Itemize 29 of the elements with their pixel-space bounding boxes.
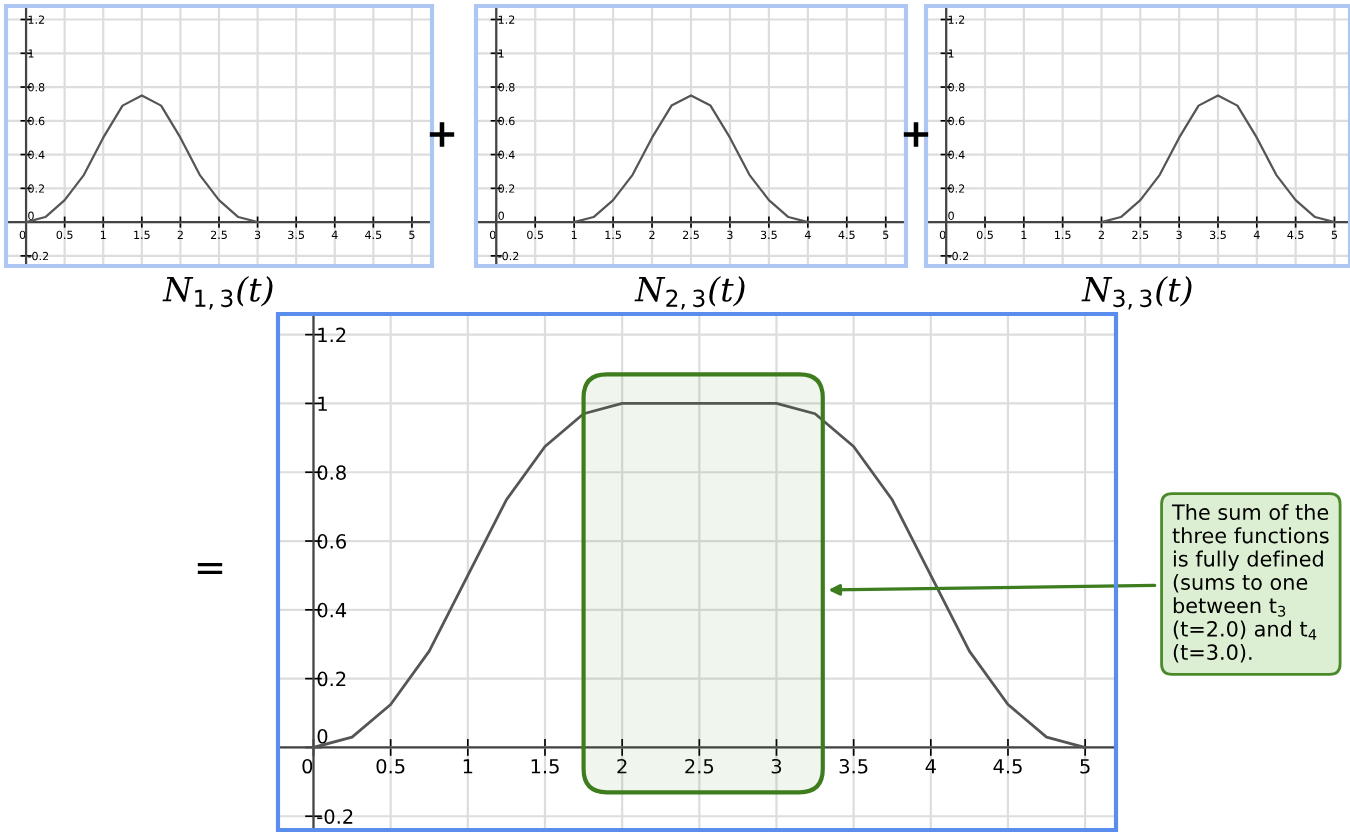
x-tick-label: 4.5 xyxy=(993,759,1022,774)
x-tick-label: 0 xyxy=(302,758,313,774)
x-tick-label: 1.5 xyxy=(531,759,559,774)
x-tick-label: 1 xyxy=(463,759,473,774)
x-tick-label: 5 xyxy=(1080,759,1090,774)
y-tick-label: 0.4 xyxy=(317,602,347,618)
text: The sum of the three functions is fully defined (sums to one between t$_{3}$ (t=2.0) and t$_{4}$ (t=3.0). xyxy=(1171,503,1329,663)
line-series xyxy=(24,94,259,224)
x-tick-label: 3 xyxy=(771,758,782,774)
annotation: + xyxy=(903,122,929,147)
line-series xyxy=(1100,94,1336,224)
x-tick-label: 2 xyxy=(617,758,627,774)
x-tick-label: 4 xyxy=(925,759,936,774)
y-tick-label: 0.8 xyxy=(317,465,346,480)
y-tick-label: 0 xyxy=(317,728,328,744)
text: N$_{2,3}$(t) xyxy=(634,276,745,310)
x-tick-label: 0.5 xyxy=(376,758,405,774)
annotation: + xyxy=(429,122,455,147)
y-tick-label: 1 xyxy=(318,396,327,411)
line-series xyxy=(573,94,809,224)
text: N$_{3,3}$(t) xyxy=(1081,276,1192,310)
x-tick-label: 3.5 xyxy=(839,758,868,774)
y-tick-label: 0.2 xyxy=(317,671,346,687)
text: N$_{1,3}$(t) xyxy=(162,276,273,310)
text: = xyxy=(197,563,223,575)
y-tick-label: 1.2 xyxy=(318,327,346,343)
y-tick-label: 0.6 xyxy=(317,534,346,549)
x-tick-label: 2.5 xyxy=(685,758,714,774)
y-tick-label: -0.2 xyxy=(317,809,353,824)
